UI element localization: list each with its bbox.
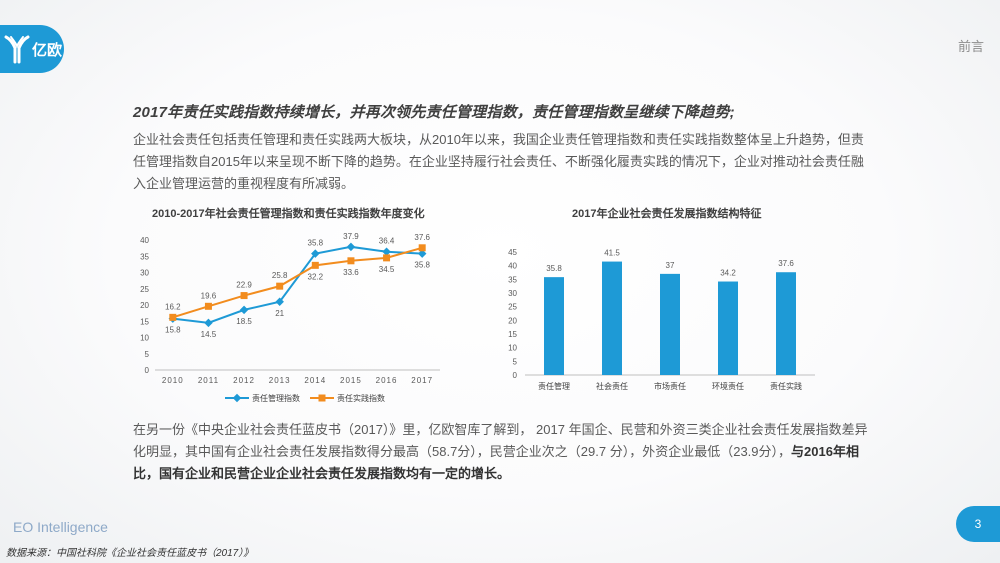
data-point: [311, 261, 319, 269]
legend-label: 责任实践指数: [337, 393, 385, 403]
legend-marker: [232, 393, 242, 403]
x-tick-label: 市场责任: [654, 381, 686, 391]
y-tick-label: 15: [140, 317, 149, 326]
data-label: 34.5: [379, 265, 395, 274]
data-point: [346, 242, 356, 252]
data-point: [204, 302, 212, 310]
bar: [776, 272, 796, 375]
x-tick-label: 2010: [162, 376, 184, 385]
x-tick-label: 社会责任: [596, 381, 628, 391]
x-tick-label: 2015: [340, 376, 362, 385]
bar-value-label: 37: [666, 261, 675, 270]
data-point: [418, 244, 426, 252]
footer-brand: EO Intelligence: [13, 519, 108, 535]
bar: [544, 277, 564, 375]
bar-value-label: 41.5: [604, 249, 620, 258]
source-note: 数据来源：中国社科院《企业社会责任蓝皮书（2017）》: [6, 548, 254, 559]
y-tick-label: 30: [508, 289, 517, 298]
data-point: [169, 313, 177, 321]
data-label: 16.2: [165, 302, 181, 311]
page-number: 3: [974, 517, 982, 531]
y-tick-label: 40: [140, 236, 149, 245]
data-label: 18.5: [236, 317, 252, 326]
y-tick-label: 5: [145, 350, 150, 359]
data-label: 21: [275, 309, 284, 318]
x-tick-label: 责任实践: [770, 381, 802, 391]
x-tick-label: 2014: [304, 376, 326, 385]
data-label: 36.4: [379, 237, 395, 246]
eo-logo-icon: [4, 35, 30, 64]
data-point: [383, 254, 391, 262]
y-tick-label: 35: [508, 275, 517, 284]
headline: 2017年责任实践指数持续增长，并再次领先责任管理指数，责任管理指数呈继续下降趋…: [133, 104, 735, 121]
bar: [660, 273, 680, 375]
series-line-1: [172, 245, 423, 324]
y-tick-label: 10: [140, 334, 149, 343]
data-label: 37.9: [343, 232, 359, 241]
line-chart: 0 5 10 15 20 25 30 35 40 2010 2011 2012 2013 2014 2015…: [140, 232, 440, 403]
data-label: 25.8: [272, 271, 288, 280]
y-tick-label: 0: [513, 371, 518, 380]
x-tick-label: 2011: [198, 376, 219, 385]
y-tick-label: 5: [513, 357, 518, 366]
data-point: [275, 297, 284, 306]
logo[interactable]: 亿欧: [0, 25, 64, 73]
bar-value-label: 34.2: [720, 269, 736, 278]
y-tick-label: 40: [508, 262, 517, 271]
data-label: 22.9: [236, 281, 252, 290]
data-point: [347, 257, 355, 265]
y-tick-label: 10: [508, 344, 517, 353]
data-point: [417, 249, 427, 258]
data-label: 14.5: [201, 330, 217, 339]
legend-label: 责任管理指数: [252, 393, 300, 403]
x-tick-label: 2013: [269, 376, 291, 385]
data-label: 15.8: [165, 326, 181, 335]
section-label: 前言: [957, 39, 984, 54]
y-tick-label: 35: [140, 252, 149, 261]
bar-chart-title: 2017年企业社会责任发展指数结构特征: [572, 208, 762, 220]
x-tick-label: 2017: [411, 376, 433, 385]
y-tick-label: 15: [508, 330, 517, 339]
x-tick-label: 2016: [376, 376, 398, 385]
bar: [602, 261, 622, 375]
data-label: 32.2: [308, 272, 324, 281]
closing-paragraph: 在另一份《中央企业社会责任蓝皮书（2017）》里，亿欧智库了解到， 2017 年…: [133, 419, 873, 485]
x-tick-label: 责任管理: [538, 381, 570, 391]
y-tick-label: 0: [145, 366, 150, 375]
series-line-2: [172, 246, 423, 319]
data-label: 35.8: [308, 239, 324, 248]
data-label: 33.6: [343, 268, 359, 277]
y-tick-label: 20: [508, 316, 517, 325]
data-point: [239, 305, 249, 315]
y-tick-label: 30: [140, 269, 149, 278]
data-point: [382, 247, 391, 256]
closing-paragraph-text: 在另一份《中央企业社会责任蓝皮书（2017）》里，亿欧智库了解到， 2017 年…: [133, 422, 868, 459]
bar: [718, 281, 738, 375]
bar-value-label: 37.6: [778, 259, 794, 268]
data-point: [204, 318, 213, 328]
page-number-badge: 3: [956, 506, 1000, 542]
data-label: 19.6: [201, 291, 217, 300]
data-point: [311, 249, 320, 258]
legend-marker: [318, 394, 326, 402]
x-tick-label: 2012: [233, 376, 255, 385]
bar-value-label: 35.8: [546, 264, 562, 273]
y-tick-label: 25: [140, 285, 149, 294]
data-point: [276, 282, 284, 290]
data-label: 35.8: [414, 261, 430, 270]
x-tick-label: 环境责任: [712, 381, 744, 391]
y-tick-label: 20: [140, 301, 149, 310]
line-chart-title: 2010-2017年社会责任管理指数和责任实践指数年度变化: [152, 208, 425, 220]
logo-text: 亿欧: [32, 41, 63, 59]
data-label: 37.6: [414, 233, 430, 242]
bar-chart: 0 5 10 15 20 25 30 35 40 45 35.8 责任管理 41.5 社会责任 37 市场责任…: [508, 248, 815, 391]
y-tick-label: 25: [508, 303, 517, 312]
data-point: [240, 292, 248, 300]
intro-paragraph: 企业社会责任包括责任管理和责任实践两大板块，从2010年以来，我国企业责任管理指…: [133, 132, 864, 191]
y-tick-label: 45: [508, 248, 517, 257]
closing-paragraph-bold: 与2016年相比，国有企业和民营企业企业社会责任发展指数均有一定的增长。: [133, 444, 859, 481]
